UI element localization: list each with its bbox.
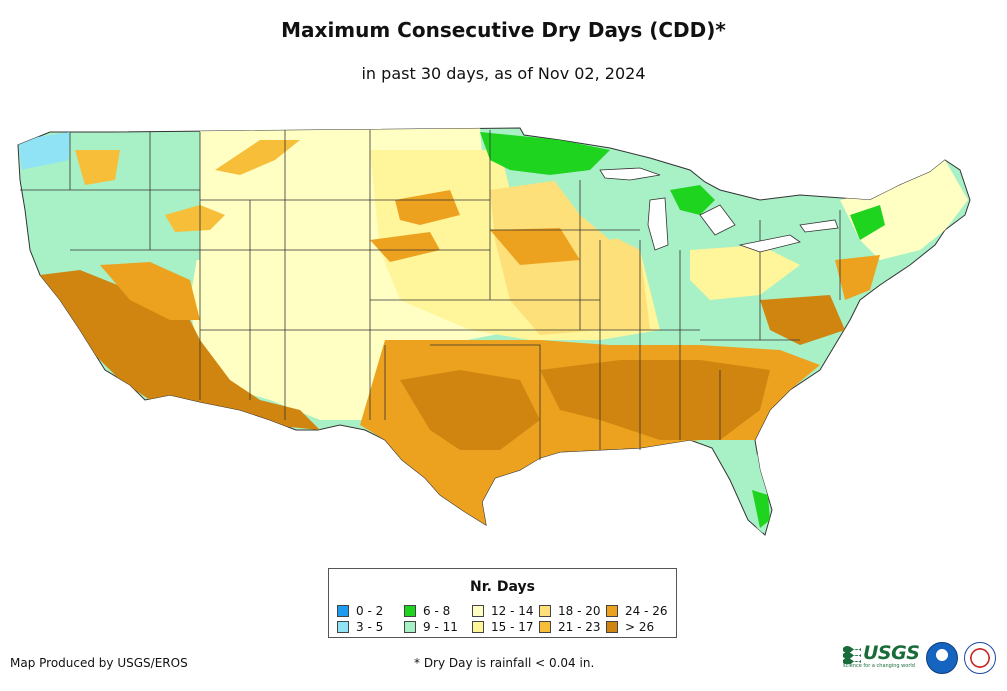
state-borders xyxy=(20,130,841,460)
usgs-wave-icon xyxy=(843,646,861,664)
great-lakes xyxy=(599,167,839,253)
legend-swatch xyxy=(337,605,349,617)
region-6-8-florida xyxy=(752,490,770,528)
legend-label: 15 - 17 xyxy=(491,620,534,634)
legend-swatch xyxy=(472,605,484,617)
region-gt26-texas xyxy=(400,370,540,450)
legend-label: > 26 xyxy=(625,620,655,634)
legend-item: 18 - 20 xyxy=(539,604,601,618)
legend-item: 6 - 8 xyxy=(404,604,450,618)
region-6-8-michigan xyxy=(670,185,715,215)
map-title: Maximum Consecutive Dry Days (CDD)* xyxy=(281,18,726,42)
region-24-26-nevada xyxy=(100,262,200,320)
legend-item: 12 - 14 xyxy=(472,604,534,618)
legend-label: 0 - 2 xyxy=(356,604,384,618)
legend-item: 15 - 17 xyxy=(472,620,534,634)
legend-swatch xyxy=(472,621,484,633)
region-21-23-nebraska xyxy=(370,232,440,262)
region-6-8-north xyxy=(480,132,610,175)
legend-swatch xyxy=(404,605,416,617)
nws-logo xyxy=(964,642,996,674)
legend-swatch xyxy=(606,605,618,617)
legend-item: 0 - 2 xyxy=(337,604,383,618)
legend-swatch xyxy=(337,621,349,633)
usgs-logo: USGS science for a changing world xyxy=(843,642,920,670)
legend-label: 6 - 8 xyxy=(423,604,451,618)
region-gt26-southwest xyxy=(40,270,320,430)
region-9-11-wisconsin xyxy=(550,170,650,240)
legend-label: 3 - 5 xyxy=(356,620,384,634)
legend-label: 24 - 26 xyxy=(625,604,668,618)
region-gt26-southeast xyxy=(540,360,770,440)
region-21-23-montana xyxy=(215,140,300,175)
legend-swatch xyxy=(606,621,618,633)
region-24-26-virginia xyxy=(760,295,845,345)
legend-title: Nr. Days xyxy=(470,579,535,595)
legend-label: 9 - 11 xyxy=(423,620,458,634)
legend-label: 21 - 23 xyxy=(558,620,601,634)
region-6-8-newengland xyxy=(850,205,885,240)
region-21-23-idaho xyxy=(165,205,225,232)
region-24-26-iowa xyxy=(490,228,580,265)
legend-swatch xyxy=(539,605,551,617)
legend-item: 9 - 11 xyxy=(404,620,458,634)
region-9-11-northwest xyxy=(20,160,200,260)
map-subtitle: in past 30 days, as of Nov 02, 2024 xyxy=(361,64,646,83)
noaa-logo xyxy=(926,642,958,674)
usgs-wordmark: USGS xyxy=(863,642,920,664)
legend-label: 18 - 20 xyxy=(558,604,601,618)
legend-item: 24 - 26 xyxy=(606,604,668,618)
legend-swatch xyxy=(404,621,416,633)
producer-credit: Map Produced by USGS/EROS xyxy=(10,656,188,670)
region-15-17-ohio xyxy=(690,245,800,300)
usgs-tagline: science for a changing world xyxy=(843,663,915,669)
region-21-23-dakota xyxy=(395,190,460,225)
legend-label: 12 - 14 xyxy=(491,604,534,618)
region-12-14-northeast xyxy=(840,160,968,260)
dry-day-footnote: * Dry Day is rainfall < 0.04 in. xyxy=(414,656,595,670)
region-21-23-oregon xyxy=(75,150,120,185)
legend: Nr. Days 0 - 2 3 - 5 6 - 8 9 - 11 12 - 1… xyxy=(328,568,677,638)
region-24-26-midatlantic xyxy=(835,255,880,300)
legend-item: 3 - 5 xyxy=(337,620,383,634)
legend-swatch xyxy=(539,621,551,633)
legend-item: > 26 xyxy=(606,620,654,634)
legend-item: 21 - 23 xyxy=(539,620,601,634)
